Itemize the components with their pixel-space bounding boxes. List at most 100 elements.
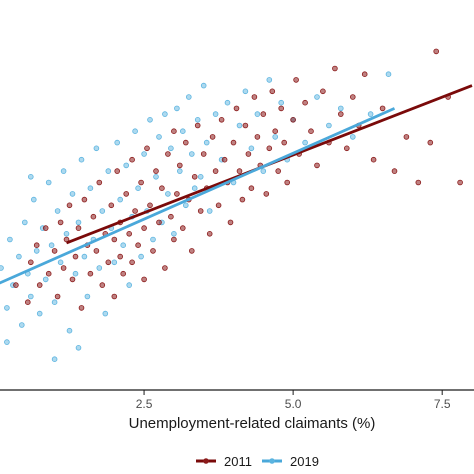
point-2011 [72,253,79,260]
point-2011 [194,122,201,129]
point-2011 [221,156,228,163]
point-2019 [57,259,64,266]
point-2011 [209,134,216,140]
point-2019 [48,242,55,249]
point-2019 [326,122,332,129]
point-2011 [236,168,243,174]
point-2011 [332,65,338,72]
x-tick-label: 7.5 [434,397,451,411]
point-2019 [7,236,13,243]
legend-label-2011: 2011 [224,454,252,469]
point-2011 [242,122,249,129]
point-2019 [266,77,273,83]
point-2019 [278,99,285,106]
point-2019 [171,231,177,237]
point-2011 [129,156,135,163]
series-2019-points [0,71,392,363]
point-2011 [159,185,165,192]
point-2019 [75,344,82,351]
point-2019 [191,185,198,192]
point-2011 [108,202,115,209]
point-2011 [320,88,326,95]
point-2019 [66,327,73,334]
point-2011 [284,179,291,186]
point-2019 [87,185,94,192]
points-layer [0,48,463,363]
series-2011-points [13,48,463,311]
point-2011 [78,305,85,311]
point-2011 [54,293,61,300]
point-2019 [114,139,120,146]
point-2019 [60,168,67,174]
point-2011 [24,299,31,306]
point-2011 [93,248,100,254]
point-2011 [239,196,246,203]
x-tick-label: 2.5 [136,397,153,411]
point-2019 [30,196,37,203]
point-2011 [81,196,88,203]
point-2019 [111,259,118,266]
point-2019 [132,128,138,135]
point-2011 [427,139,434,146]
point-2011 [379,105,386,112]
point-2011 [302,99,308,106]
point-2019 [105,168,112,174]
point-2011 [138,179,144,186]
point-2011 [117,253,123,260]
point-2011 [51,248,58,254]
point-2019 [224,99,231,106]
point-2011 [206,231,213,237]
point-2019 [177,168,183,174]
point-2011 [105,259,112,266]
point-2019 [367,111,374,117]
point-2019 [141,151,147,157]
point-2019 [0,265,4,271]
point-2019 [174,105,180,112]
point-2011 [212,168,219,174]
point-2019 [16,253,22,260]
point-2019 [126,282,132,288]
point-2011 [308,128,314,135]
point-2019 [75,219,82,226]
point-2011 [403,134,410,140]
point-2019 [93,145,100,152]
point-2019 [194,117,201,123]
point-2011 [141,225,147,231]
point-2011 [281,139,288,146]
point-2019 [147,117,153,123]
point-2019 [236,122,243,129]
point-2019 [4,339,10,345]
point-2011 [215,202,222,209]
point-2011 [135,242,141,249]
point-2011 [254,134,261,140]
point-2011 [114,168,120,174]
point-2019 [33,248,40,254]
point-2011 [197,208,204,214]
point-2019 [186,94,192,100]
point-2011 [141,276,147,283]
point-2011 [75,225,82,231]
point-2019 [63,231,70,237]
point-2011 [171,236,177,243]
point-2011 [156,219,162,226]
point-2011 [227,219,234,226]
point-2019 [349,134,356,140]
point-2019 [42,276,49,283]
point-2019 [272,134,279,140]
point-2011 [290,117,296,123]
point-2011 [150,248,156,254]
point-2011 [248,185,255,192]
x-tick-label: 5.0 [285,397,302,411]
point-2019 [242,88,249,95]
point-2011 [87,270,94,277]
point-2011 [275,168,282,174]
point-2011 [33,242,40,249]
point-2019 [200,82,207,89]
point-2011 [13,282,19,288]
point-2011 [272,128,279,135]
point-2011 [180,225,186,231]
point-2019 [27,174,34,180]
point-2011 [69,276,76,283]
point-2011 [251,94,258,100]
